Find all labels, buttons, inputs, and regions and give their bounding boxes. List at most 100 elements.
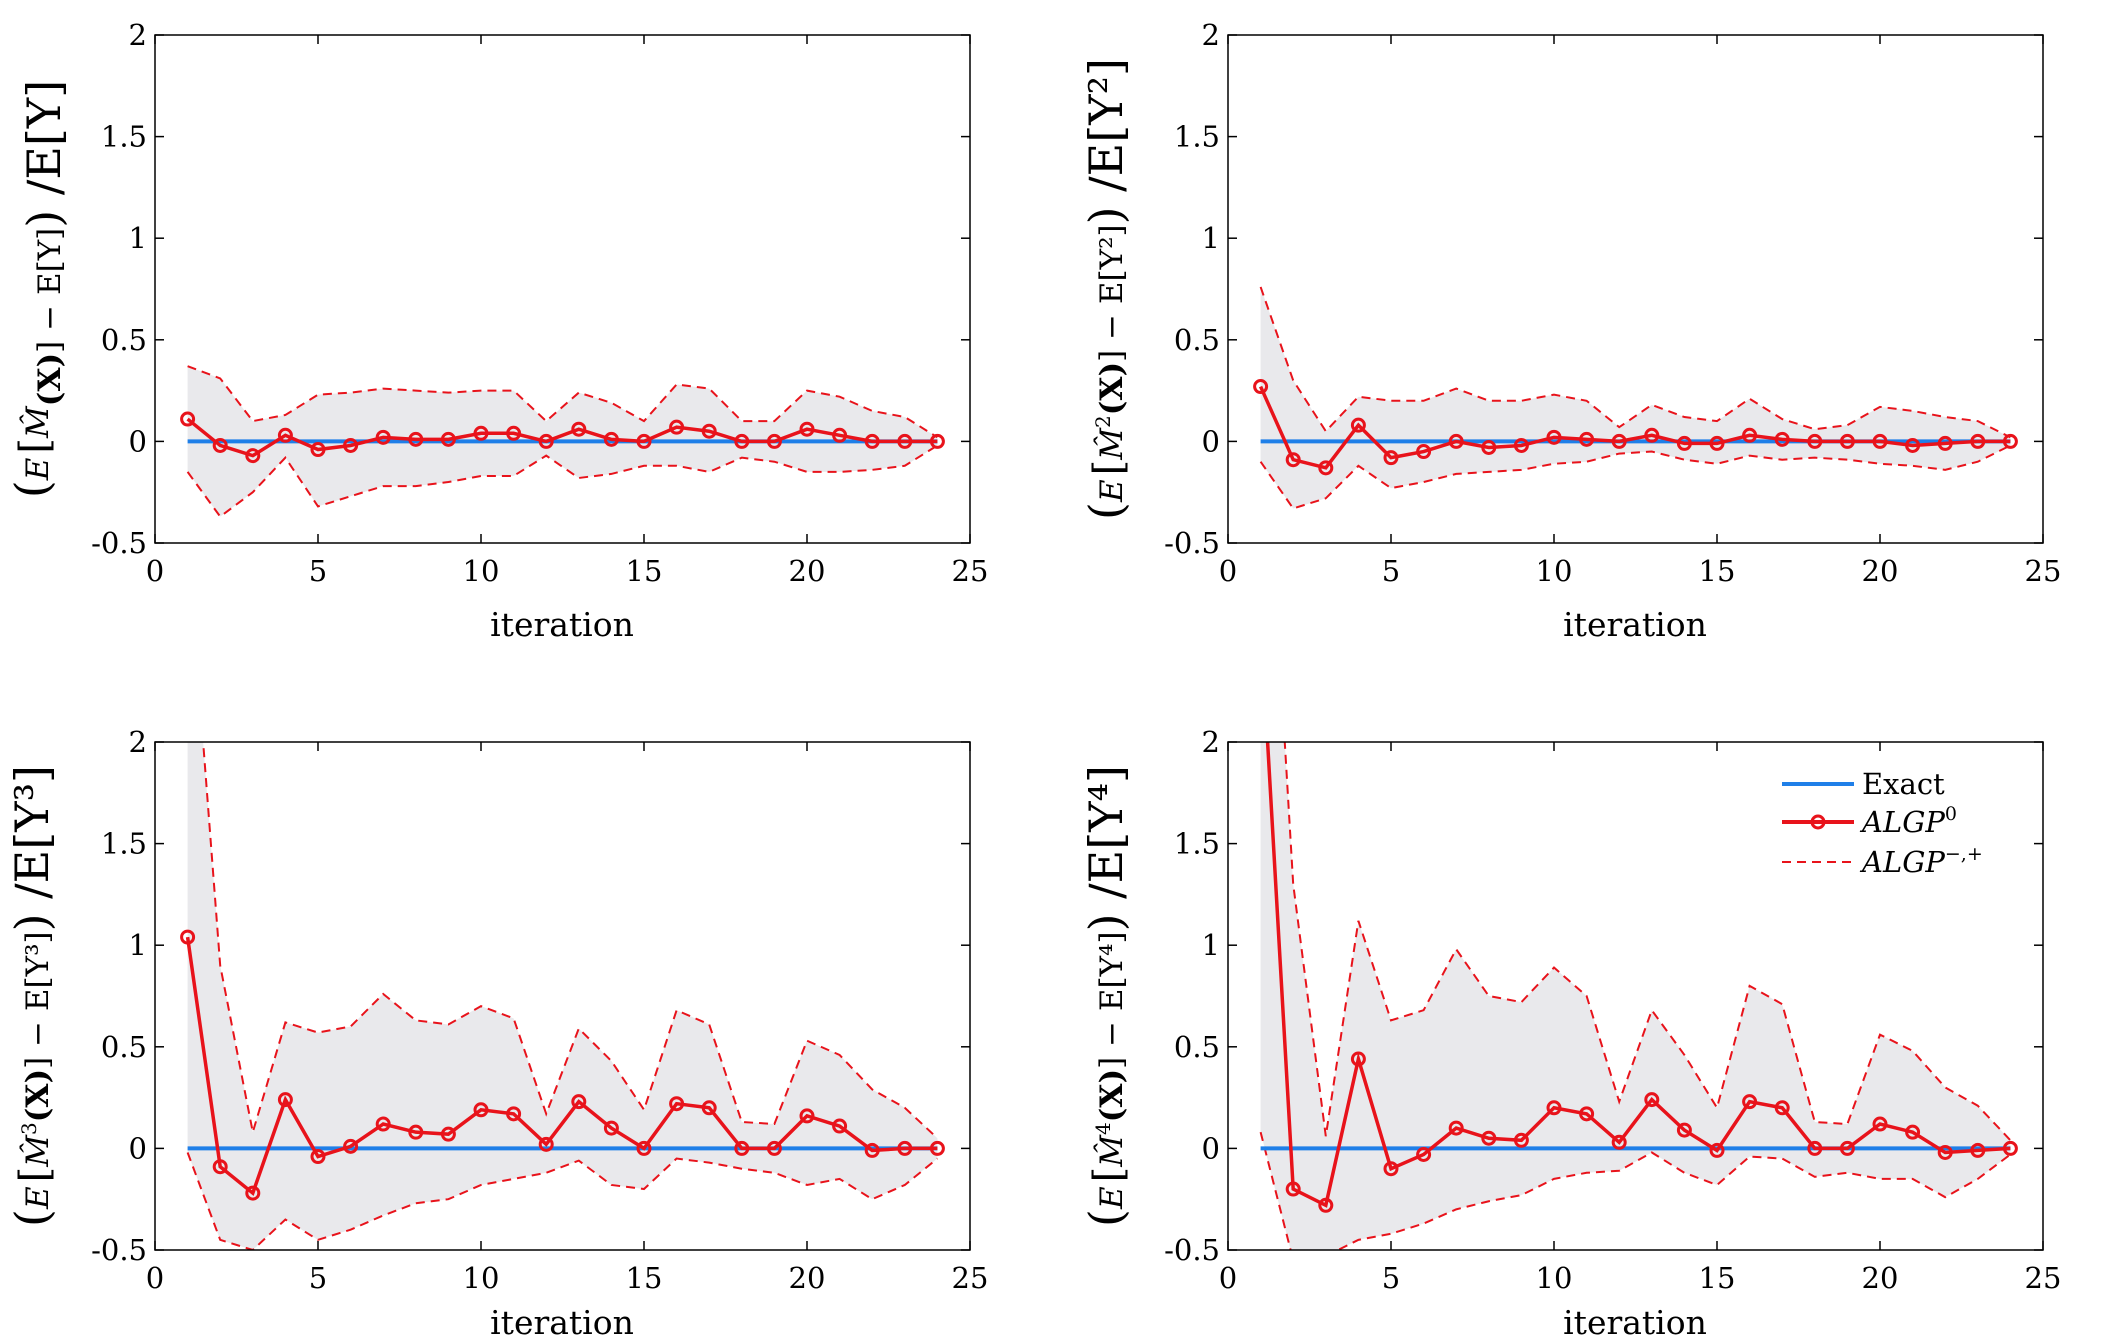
data-point-algp0 (766, 1140, 782, 1156)
data-point-algp0 (799, 421, 815, 437)
data-point-algp0 (212, 437, 228, 453)
panel-3: (E[M̂3(X)] − E[Y³]) /E[Y³] iteration 0 5 1… (5, 725, 988, 1340)
y-tick-label: 0.5 (1174, 323, 1220, 357)
y-tick-label: 0 (129, 424, 147, 458)
data-point-algp0 (1611, 433, 1627, 449)
data-point-algp0 (245, 448, 261, 464)
data-point-algp0 (1611, 1134, 1627, 1150)
x-tick-label: 15 (1699, 554, 1736, 588)
data-point-algp0 (603, 1120, 619, 1136)
data-point-algp0 (1742, 1094, 1758, 1110)
x-tick-label: 25 (2025, 554, 2062, 588)
data-point-algp0 (1807, 433, 1823, 449)
y-tick-label: 0 (129, 1131, 147, 1165)
series-algp-lower (1259, 1131, 2011, 1250)
data-point-algp0 (1448, 433, 1464, 449)
data-point-algp0 (1513, 1132, 1529, 1148)
data-point-algp0 (701, 423, 717, 439)
x-tick-label: 15 (626, 1261, 663, 1295)
y-tick-label: 2 (1202, 725, 1220, 759)
plot-area (1255, 614, 2018, 1250)
data-point-algp0 (277, 1092, 293, 1108)
series-algp-upper (202, 742, 939, 1139)
plot-area (180, 365, 945, 518)
y-tick-label: 0.5 (1174, 1030, 1220, 1064)
panel-2: (E[M̂2(X)] − E[Y²]) /E[Y²] iteration 0 5 1… (1079, 18, 2061, 644)
legend-label-algp0: ALGP0 (1859, 803, 1957, 839)
y-tick-label: 1 (1202, 221, 1220, 255)
data-point-algp0 (1807, 1140, 1823, 1156)
data-point-algp0 (1350, 1051, 1366, 1067)
data-point-algp0 (571, 421, 587, 437)
data-point-algp0 (1546, 1100, 1562, 1116)
data-point-algp0 (1709, 1142, 1725, 1158)
confidence-band (1260, 286, 2011, 509)
y-tick-label: -0.5 (91, 1233, 147, 1267)
y-axis-label: (E[M̂2(X)] − E[Y²]) /E[Y²] (1079, 58, 1133, 520)
data-point-algp0 (864, 1142, 880, 1158)
x-tick-label: 20 (1862, 554, 1899, 588)
data-point-algp0 (343, 437, 359, 453)
data-point-algp0 (506, 425, 522, 441)
data-point-algp0 (897, 433, 913, 449)
data-point-algp0 (1937, 1144, 1953, 1160)
x-tick-label: 20 (789, 554, 826, 588)
y-tick-label: 0 (1202, 1131, 1220, 1165)
y-tick-label: 2 (129, 725, 147, 759)
data-point-algp0 (473, 425, 489, 441)
x-tick-label: 25 (2025, 1261, 2062, 1295)
data-point-algp0 (538, 433, 554, 449)
data-point-algp0 (1774, 1100, 1790, 1116)
data-point-algp0 (408, 431, 424, 447)
x-tick-label: 10 (1536, 1261, 1573, 1295)
data-point-algp0 (1513, 437, 1529, 453)
x-tick-label: 10 (1536, 554, 1573, 588)
y-tick-label: -0.5 (1164, 1233, 1220, 1267)
data-point-algp0 (1350, 417, 1366, 433)
legend-label-algp-band: ALGP−,+ (1859, 843, 1983, 879)
data-point-algp0 (1872, 1116, 1888, 1132)
x-axis-label: iteration (490, 605, 634, 644)
data-point-algp0 (1579, 431, 1595, 447)
data-point-algp0 (1383, 1161, 1399, 1177)
panel-1: (E[M̂(X)] − E[Y]) /E[Y] iteration 0 5 10 15… (5, 18, 988, 644)
data-point-algp0 (277, 427, 293, 443)
x-axis-label: iteration (490, 1303, 634, 1340)
data-point-algp0 (1676, 435, 1692, 451)
data-point-algp0 (1709, 435, 1725, 451)
legend-marker-algp0 (1810, 814, 1826, 830)
data-point-algp0 (669, 1096, 685, 1112)
data-point-algp0 (1546, 429, 1562, 445)
data-point-algp0 (375, 429, 391, 445)
data-point-algp0 (1839, 1140, 1855, 1156)
data-point-algp0 (669, 419, 685, 435)
data-point-algp0 (1255, 614, 1267, 626)
x-tick-label: 0 (1219, 1261, 1237, 1295)
x-tick-label: 15 (1699, 1261, 1736, 1295)
series-algp-upper (1259, 286, 2011, 439)
x-tick-label: 0 (146, 1261, 164, 1295)
data-point-algp0 (375, 1116, 391, 1132)
data-point-algp0 (180, 411, 196, 427)
data-point-algp0 (766, 433, 782, 449)
data-point-algp0 (245, 1185, 261, 1201)
data-point-algp0 (799, 1108, 815, 1124)
x-tick-label: 0 (1219, 554, 1237, 588)
data-point-algp0 (929, 433, 945, 449)
y-tick-label: 0.5 (101, 1030, 147, 1064)
data-point-algp0 (1383, 450, 1399, 466)
data-point-algp0 (212, 1159, 228, 1175)
legend: Exact ALGP0 ALGP−,+ (1782, 767, 1983, 879)
data-point-algp0 (1481, 439, 1497, 455)
data-point-algp0 (1905, 437, 1921, 453)
data-point-algp0 (1253, 379, 1269, 395)
y-axis-label: (E[M̂(X)] − E[Y]) /E[Y] (5, 80, 71, 498)
y-tick-label: 1 (129, 928, 147, 962)
x-tick-label: 5 (309, 554, 327, 588)
y-tick-label: -0.5 (1164, 526, 1220, 560)
y-tick-label: 2 (129, 18, 147, 52)
y-tick-label: -0.5 (91, 526, 147, 560)
data-point-algp0 (636, 433, 652, 449)
data-point-algp0 (1416, 444, 1432, 460)
